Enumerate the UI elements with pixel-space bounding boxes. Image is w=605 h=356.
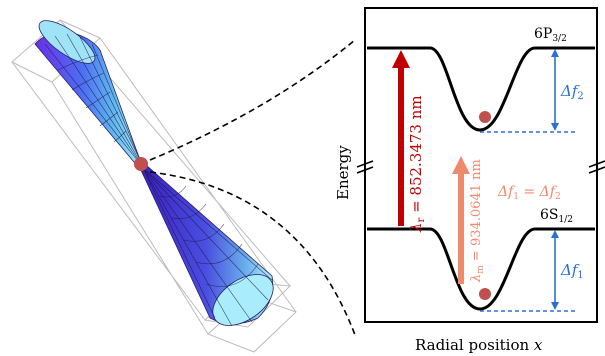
upper-beam-cone [34,20,141,163]
lower-state-label: 6S1/2 [540,207,573,225]
lower-state-atom [479,288,491,300]
energy-level-panel: λr = 852.3473 nm λm = 934.0641 nm Δf1 = … [356,7,605,323]
magic-wavelength-label: λm = 934.0641 nm [469,159,486,283]
upper-shift-label: Δf2 [560,82,584,102]
x-axis-label: Radial position x [415,336,543,354]
axis-break-left [356,160,374,174]
lower-shift-label: Δf1 [560,261,584,281]
resonant-wavelength-label: λr = 852.3473 nm [407,95,427,233]
stark-shift-equality-label: Δf1 = Δf2 [497,184,561,202]
y-axis-label: Energy [334,145,352,200]
lower-potential-curve [367,227,595,311]
trapped-atom-focus [134,157,148,171]
upper-state-label: 6P3/2 [534,26,567,44]
zoom-line-upper [149,39,356,161]
lower-beam-cone [139,164,274,327]
trap-beam-illustration [11,19,356,353]
magic-transition-arrow [452,156,470,284]
upper-potential-curve [367,46,595,132]
resonant-transition-arrow [392,50,410,226]
axis-break-right [588,160,605,174]
upper-state-atom [479,111,491,123]
